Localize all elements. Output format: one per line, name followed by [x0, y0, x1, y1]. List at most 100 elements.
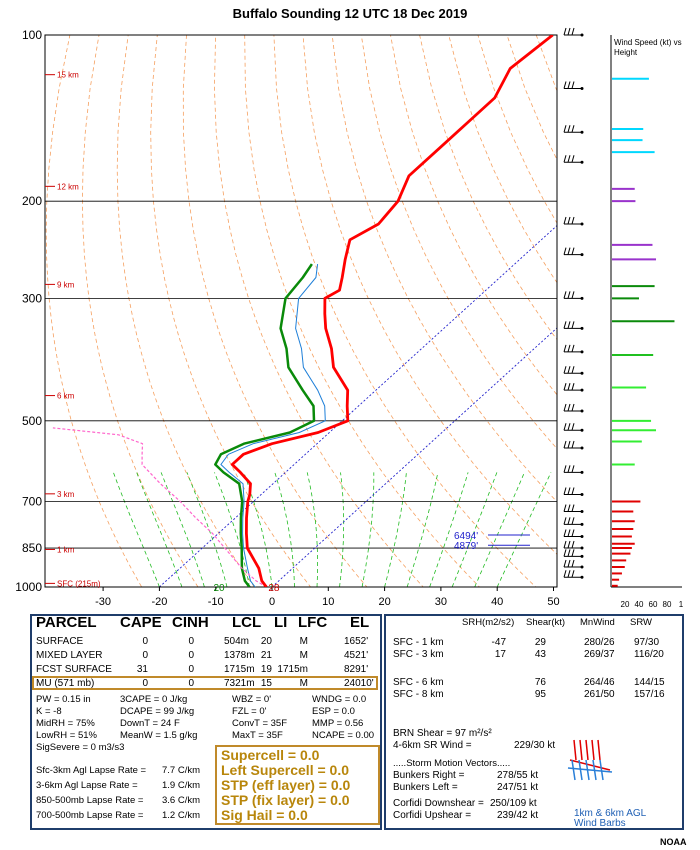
- parcel-line: [52, 427, 267, 587]
- dry-adiabat: [682, 35, 700, 599]
- lapse-rate-label: 700-500mb Lapse Rate =: [36, 810, 144, 821]
- wind-barb-flag: [563, 440, 567, 449]
- sr-wind-value: 229/30 kt: [514, 740, 556, 751]
- table-cell: 1378m: [224, 650, 255, 661]
- wind-barb-flag: [571, 125, 575, 133]
- table-cell: 0: [188, 664, 194, 675]
- table-header-el: EL: [350, 614, 370, 631]
- table-cell: 0: [142, 636, 148, 647]
- wind-barb-flag: [563, 291, 567, 299]
- skewt-labels: 100 200 300 500 700 850 1000 -30 -20 -10 0 10 20 30 40…: [15, 28, 559, 608]
- hodograph-1km-flag: [585, 739, 589, 761]
- pressure-tick-label: 100: [22, 28, 42, 42]
- kin-srh: 17: [494, 649, 506, 660]
- kin-shear: 95: [534, 689, 546, 700]
- table-cell: 7321m: [224, 678, 255, 689]
- wind-barb-flag: [563, 125, 567, 133]
- storm-motion-title: .....Storm Motion Vectors.....: [393, 758, 511, 769]
- index-value: DCAPE = 99 J/kg: [120, 706, 195, 717]
- x-tick-label: 30: [435, 596, 447, 608]
- dry-adiabat: [213, 35, 424, 587]
- dry-adiabat: [477, 35, 557, 224]
- wind-barb-flag: [571, 504, 575, 512]
- index-value: ConvT = 35F: [232, 718, 288, 729]
- sr-wind-label: 4-6km SR Wind =: [393, 740, 472, 751]
- dry-adiabat: [182, 35, 368, 587]
- lapse-rate-value: 1.9 C/km: [162, 780, 201, 791]
- wind-barb-dot: [580, 296, 584, 300]
- wind-barb: [563, 344, 584, 354]
- wind-barb-flag: [567, 423, 571, 431]
- wind-barb: [563, 529, 584, 538]
- x-tick-label: 0: [269, 596, 275, 608]
- kin-mnwind: 264/46: [584, 677, 615, 688]
- height-label: 9 km: [57, 280, 75, 289]
- wind-barb-flag: [571, 321, 575, 329]
- wind-barb: [563, 81, 584, 90]
- index-value: DownT = 24 F: [120, 718, 180, 729]
- corfidi-down-value: 250/109 kt: [490, 798, 537, 809]
- table-header-lfc: LFC: [298, 614, 328, 631]
- pressure-tick-label: 1000: [15, 580, 42, 594]
- x-tick-label: 40: [491, 596, 503, 608]
- kin-row-label: SFC - 3 km: [393, 649, 444, 660]
- hodograph-6km-flag: [585, 759, 590, 781]
- pressure-tick-label: 200: [22, 194, 42, 208]
- table-cell: 1715m: [224, 664, 255, 675]
- moist-adiabat: [214, 472, 250, 587]
- moist-adiabat: [384, 472, 407, 587]
- pressure-tick-label: 850: [22, 541, 42, 555]
- kin-srw: 157/16: [634, 689, 665, 700]
- kinematic-panel: [384, 614, 684, 830]
- wind-barb: [563, 403, 584, 413]
- table-cell: SURFACE: [36, 636, 84, 647]
- wind-barb-dot: [580, 428, 584, 432]
- table-cell: 21: [260, 650, 272, 661]
- table-cell: 4521': [344, 650, 369, 661]
- wind-barb: [563, 559, 584, 569]
- kin-srw: 144/15: [634, 677, 665, 688]
- wind-barb-flag: [563, 504, 567, 512]
- skewt-profiles: [52, 35, 554, 587]
- wind-barb-dot: [580, 546, 584, 550]
- wind-barb-flag: [563, 366, 567, 374]
- dry-adiabat: [390, 35, 557, 396]
- moist-adiabat: [406, 472, 439, 587]
- wind-barb: [563, 549, 584, 558]
- table-header-parcel: PARCEL: [36, 614, 97, 631]
- dry-adiabat: [360, 35, 557, 450]
- wind-barb-flag: [571, 216, 575, 225]
- wind-barb-flag: [571, 344, 575, 353]
- corfidi-up-label: Corfidi Upshear =: [393, 810, 472, 821]
- table-cell: MU (571 mb): [36, 678, 95, 689]
- wind-barb-flag: [563, 321, 567, 329]
- pressure-tick-label: 500: [22, 414, 42, 428]
- moist-adiabat: [496, 472, 552, 587]
- wind-axis-label: 40: [635, 600, 644, 609]
- wind-axis-label: 60: [649, 600, 658, 609]
- table-header-cape: CAPE: [120, 614, 162, 631]
- severe-param: STP (fix layer) = 0.0: [221, 792, 350, 808]
- wind-barb: [563, 540, 584, 550]
- bunkers-left-label: Bunkers Left =: [393, 782, 458, 793]
- wind-barb-flag: [567, 247, 571, 255]
- index-value: MaxT = 35F: [232, 730, 283, 741]
- wind-barb-dot: [580, 33, 584, 37]
- wind-barb-flag: [563, 517, 567, 525]
- wind-barb: [563, 423, 584, 432]
- index-value: K = -8: [36, 706, 62, 717]
- index-value: SigSevere = 0 m3/s3: [36, 742, 125, 753]
- moist-adiabat: [306, 472, 318, 587]
- table-cell: 504m: [224, 636, 250, 647]
- wind-barb: [563, 570, 584, 579]
- hodo-caption-2: Wind Barbs: [574, 818, 626, 829]
- table-cell: 19: [260, 664, 272, 675]
- kin-shear: 29: [534, 637, 546, 648]
- temperature-line: [230, 35, 554, 587]
- bunkers-right-value: 278/55 kt: [497, 770, 539, 781]
- wind-barb-flag: [571, 465, 575, 473]
- wind-barb-flag: [563, 216, 567, 225]
- height-label: 12 km: [57, 182, 79, 191]
- kin-srw: 116/20: [634, 649, 664, 660]
- wind-barb-dot: [580, 493, 584, 497]
